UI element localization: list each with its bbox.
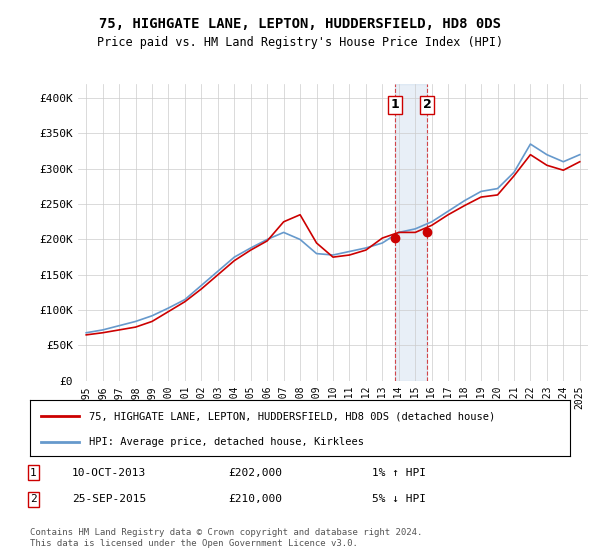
- Text: 5% ↓ HPI: 5% ↓ HPI: [372, 494, 426, 505]
- Text: Contains HM Land Registry data © Crown copyright and database right 2024.
This d: Contains HM Land Registry data © Crown c…: [30, 528, 422, 548]
- Text: 1% ↑ HPI: 1% ↑ HPI: [372, 468, 426, 478]
- Text: 1: 1: [30, 468, 37, 478]
- Text: £202,000: £202,000: [228, 468, 282, 478]
- Text: 1: 1: [391, 98, 400, 111]
- Text: 75, HIGHGATE LANE, LEPTON, HUDDERSFIELD, HD8 0DS: 75, HIGHGATE LANE, LEPTON, HUDDERSFIELD,…: [99, 17, 501, 31]
- Text: HPI: Average price, detached house, Kirklees: HPI: Average price, detached house, Kirk…: [89, 437, 364, 447]
- Bar: [395, 84, 427, 381]
- Text: 75, HIGHGATE LANE, LEPTON, HUDDERSFIELD, HD8 0DS (detached house): 75, HIGHGATE LANE, LEPTON, HUDDERSFIELD,…: [89, 411, 496, 421]
- Text: 2: 2: [30, 494, 37, 505]
- Text: 2: 2: [423, 98, 431, 111]
- Text: £210,000: £210,000: [228, 494, 282, 505]
- Text: Price paid vs. HM Land Registry's House Price Index (HPI): Price paid vs. HM Land Registry's House …: [97, 36, 503, 49]
- Text: 10-OCT-2013: 10-OCT-2013: [72, 468, 146, 478]
- Text: 25-SEP-2015: 25-SEP-2015: [72, 494, 146, 505]
